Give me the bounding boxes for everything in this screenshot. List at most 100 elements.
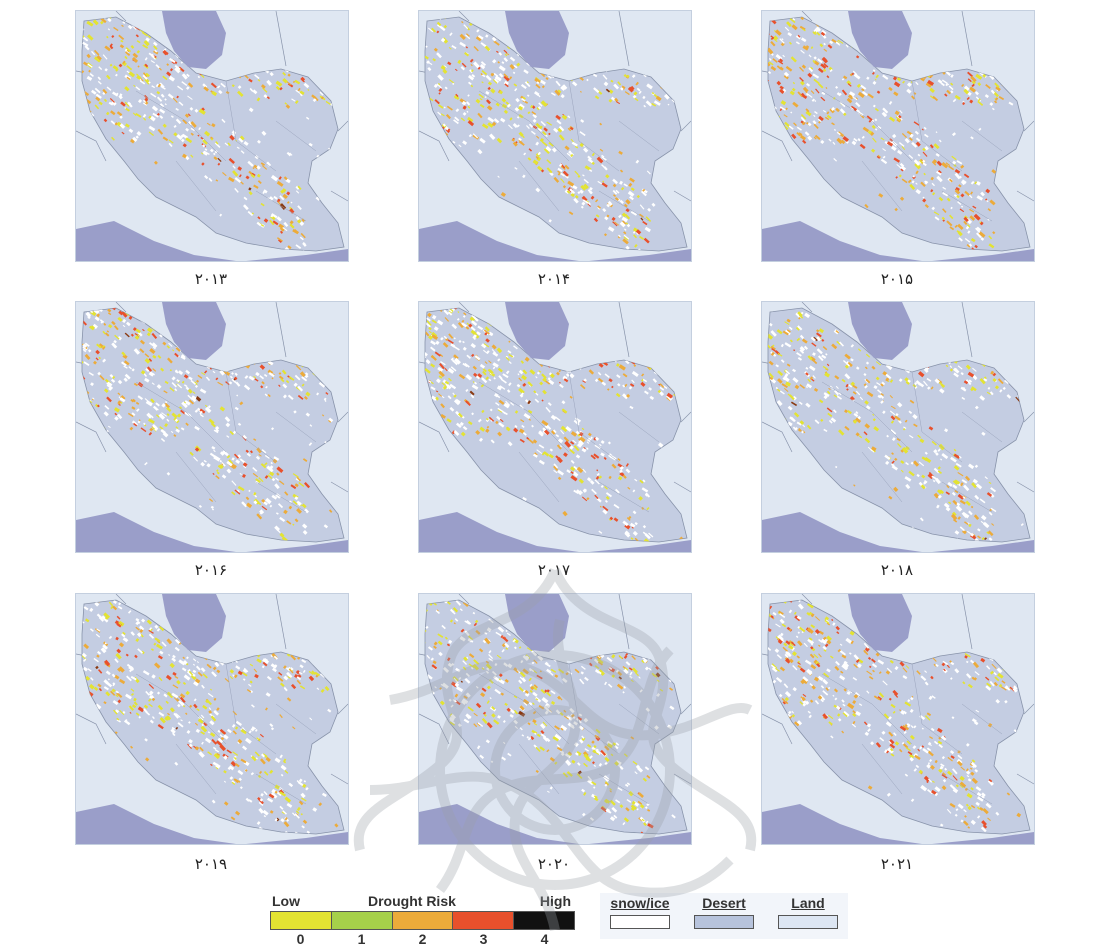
cover-legend-item: Desert	[688, 895, 760, 935]
map-frame	[418, 593, 692, 845]
neighbour-borders	[76, 302, 348, 493]
cover-legend-label: snow/ice	[610, 895, 670, 911]
cover-legend-item: snow/ice	[604, 895, 676, 935]
drought-map-svg	[419, 594, 691, 844]
year-label: ۲۰۱۳	[194, 270, 228, 288]
province-lines	[821, 80, 1003, 222]
year-label: ۲۰۱۷	[537, 561, 571, 579]
drought-map-svg	[419, 302, 691, 552]
gulf-of-oman	[246, 540, 348, 552]
map-frame	[761, 10, 1035, 262]
cover-legend-swatch	[694, 915, 754, 929]
legend-class-number: 4	[540, 931, 549, 947]
legend-color-bar	[270, 911, 575, 930]
persian-gulf	[76, 221, 236, 261]
caspian-sea	[162, 11, 226, 69]
gulf-of-oman	[589, 832, 691, 844]
legend-class-number: 2	[418, 931, 427, 947]
map-frame	[75, 301, 349, 553]
province-lines	[478, 663, 660, 805]
neighbour-borders	[762, 11, 1034, 202]
drought-map-svg	[76, 11, 348, 261]
caspian-sea	[505, 594, 569, 652]
map-frame	[418, 10, 692, 262]
persian-gulf	[76, 512, 236, 552]
province-lines	[135, 371, 317, 513]
year-label: ۲۰۱۸	[880, 561, 914, 579]
caspian-sea	[505, 11, 569, 69]
cover-legend-label: Land	[791, 895, 825, 911]
neighbour-borders	[419, 302, 691, 493]
persian-gulf	[419, 512, 579, 552]
map-frame	[418, 301, 692, 553]
drought-map-svg	[762, 302, 1034, 552]
gulf-of-oman	[246, 832, 348, 844]
cover-legend-label: Desert	[702, 895, 746, 911]
province-lines	[478, 371, 660, 513]
gulf-of-oman	[932, 540, 1034, 552]
drought-map-svg	[76, 594, 348, 844]
legend-swatch	[392, 912, 454, 929]
legend-swatch	[514, 912, 574, 929]
legend-swatch	[271, 912, 332, 929]
legend-class-number: 1	[357, 931, 366, 947]
cover-legend-swatch	[610, 915, 670, 929]
legend-high-label: High	[539, 893, 571, 909]
drought-map-svg	[762, 594, 1034, 844]
cover-legend-swatch	[778, 915, 838, 929]
persian-gulf	[419, 804, 579, 844]
drought-map-svg	[76, 302, 348, 552]
persian-gulf	[76, 804, 236, 844]
legend-title: Drought Risk	[368, 893, 456, 909]
map-frame	[761, 593, 1035, 845]
legend-low-label: Low	[272, 893, 300, 909]
caspian-sea	[162, 302, 226, 360]
legend-class-number: 0	[296, 931, 305, 947]
gulf-of-oman	[589, 249, 691, 261]
legend-class-number: 3	[479, 931, 488, 947]
neighbour-borders	[762, 302, 1034, 493]
year-label: ۲۰۱۴	[537, 270, 571, 288]
caspian-sea	[162, 594, 226, 652]
neighbour-borders	[419, 11, 691, 202]
gulf-of-oman	[589, 540, 691, 552]
legend-swatch	[453, 912, 515, 929]
map-frame	[761, 301, 1035, 553]
persian-gulf	[762, 221, 922, 261]
year-label: ۲۰۱۵	[880, 270, 914, 288]
drought-map-svg	[762, 11, 1034, 261]
drought-risk-layer	[425, 17, 687, 251]
legend-header: Low Drought Risk High	[270, 893, 575, 911]
legend-class-numbers: 0 1 2 3 4	[270, 931, 575, 949]
persian-gulf	[762, 804, 922, 844]
province-lines	[821, 663, 1003, 805]
gulf-of-oman	[932, 832, 1034, 844]
drought-map-svg	[419, 11, 691, 261]
province-lines	[135, 663, 317, 805]
caspian-sea	[505, 302, 569, 360]
year-label: ۲۰۱۶	[194, 561, 228, 579]
neighbour-borders	[76, 594, 348, 785]
persian-gulf	[419, 221, 579, 261]
persian-gulf	[762, 512, 922, 552]
caspian-sea	[848, 11, 912, 69]
neighbour-borders	[419, 594, 691, 785]
drought-risk-legend: Low Drought Risk High 0 1 2 3 4	[270, 893, 575, 950]
year-label: ۲۰۲۰	[537, 855, 571, 873]
land-cover-legend: snow/ice Desert Land	[600, 893, 848, 939]
province-lines	[478, 80, 660, 222]
map-frame	[75, 593, 349, 845]
caspian-sea	[848, 302, 912, 360]
caspian-sea	[848, 594, 912, 652]
gulf-of-oman	[246, 249, 348, 261]
neighbour-borders	[76, 11, 348, 202]
gulf-of-oman	[932, 249, 1034, 261]
province-lines	[135, 80, 317, 222]
year-label: ۲۰۲۱	[880, 855, 914, 873]
drought-risk-layer	[82, 600, 344, 834]
neighbour-borders	[762, 594, 1034, 785]
map-frame	[75, 10, 349, 262]
legend-swatch	[331, 912, 393, 929]
year-label: ۲۰۱۹	[194, 855, 228, 873]
